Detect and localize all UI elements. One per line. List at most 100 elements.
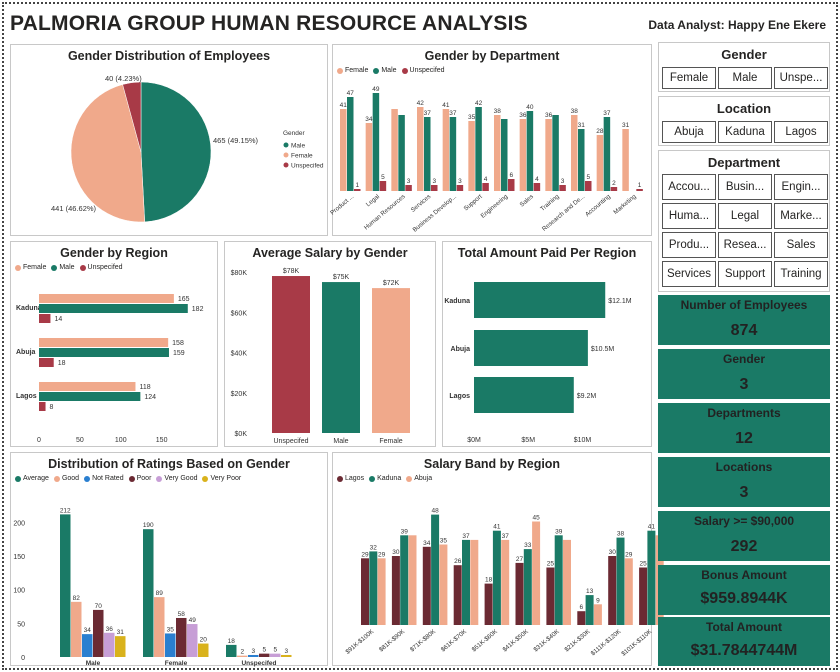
slicer-option-department[interactable]: Training xyxy=(774,261,828,287)
bar-data-label: $78K xyxy=(283,268,300,275)
slicer-option-department[interactable]: Services xyxy=(662,261,716,287)
bar xyxy=(379,181,387,191)
chart-legend: Female Male Unspecifed xyxy=(337,67,445,74)
bar xyxy=(475,107,482,191)
x-tick-label: 50 xyxy=(76,437,84,444)
total-paid-region-chart[interactable]: Total Amount Paid Per Region Kaduna $12.1… xyxy=(442,241,652,447)
slicer-option-abuja[interactable]: Abuja xyxy=(662,121,716,143)
slicer-option-department[interactable]: Marke... xyxy=(774,203,828,229)
legend-title: Gender xyxy=(283,130,306,137)
slicer-option-department[interactable]: Busin... xyxy=(718,174,772,200)
bar-data-label: 42 xyxy=(417,100,425,107)
slicer-option-department[interactable]: Accou... xyxy=(662,174,716,200)
x-tick-label: Male xyxy=(86,660,101,667)
pie-data-label: 40 (4.23%) xyxy=(105,74,142,83)
bar-data-label: 32 xyxy=(370,544,378,551)
bar xyxy=(422,546,431,625)
pie-data-label: 441 (46.62%) xyxy=(51,204,97,213)
y-tick-label: 0 xyxy=(21,655,25,662)
bar-data-label: 34 xyxy=(84,627,92,634)
bar-data-label: 39 xyxy=(401,528,409,535)
y-tick-label: $20K xyxy=(231,391,248,398)
salary-band-chart[interactable]: Salary Band by Region Lagos Kaduna Abuja… xyxy=(332,452,664,666)
bar xyxy=(431,185,438,191)
slicer-option-kaduna[interactable]: Kaduna xyxy=(718,121,772,143)
gender-distribution-chart[interactable]: Gender Distribution of Employees 465 (49… xyxy=(10,44,328,236)
bar-data-label: 35 xyxy=(468,114,476,121)
bar xyxy=(559,185,566,191)
bar-data-label: 47 xyxy=(347,90,355,97)
y-tick-label: 200 xyxy=(13,520,25,527)
bar xyxy=(442,109,450,191)
bar-data-label: 29 xyxy=(361,551,369,558)
ratings-distribution-chart[interactable]: Distribution of Ratings Based on Gender … xyxy=(10,452,328,667)
slicer-option-department[interactable]: Resea... xyxy=(718,232,772,258)
y-tick-label: Lagos xyxy=(449,393,470,400)
bar-data-label: 31 xyxy=(578,122,586,129)
bar-data-label: 35 xyxy=(440,538,448,545)
card-label: Departments xyxy=(707,406,781,420)
x-tick-label: Sales xyxy=(519,193,535,208)
bar xyxy=(647,530,656,625)
location-slicer: Location Abuja Kaduna Lagos xyxy=(658,96,830,146)
x-tick-label: Business Develop... xyxy=(412,193,459,234)
slicer-option-unspecified[interactable]: Unspe... xyxy=(774,67,828,89)
bar-data-label: 6 xyxy=(509,172,513,179)
bar xyxy=(377,558,386,625)
bar-data-label: $9.2M xyxy=(577,393,597,400)
legend-label: Not Rated xyxy=(92,475,124,482)
slicer-option-department[interactable]: Huma... xyxy=(662,203,716,229)
bar-data-label: 26 xyxy=(454,558,462,565)
bar-data-label: 190 xyxy=(143,522,154,529)
bar-data-label: 36 xyxy=(545,112,553,119)
legend-label: Very Poor xyxy=(210,475,242,482)
bar xyxy=(474,377,574,413)
bar-data-label: 40 xyxy=(526,104,534,111)
bar-data-label: 29 xyxy=(378,551,386,558)
legend-label: Poor xyxy=(136,475,152,482)
bar xyxy=(270,653,281,657)
bar xyxy=(405,185,412,191)
card-value: 874 xyxy=(730,322,758,339)
bar-data-label: 165 xyxy=(178,296,190,303)
bar xyxy=(39,392,141,401)
bar-data-label: 18 xyxy=(485,577,493,584)
y-tick-label: $40K xyxy=(231,351,248,358)
x-tick-label: Services xyxy=(410,193,433,214)
slicer-option-department[interactable]: Sales xyxy=(774,232,828,258)
bar xyxy=(39,294,174,303)
bar-data-label: 14 xyxy=(54,316,62,323)
slicer-option-department[interactable]: Engin... xyxy=(774,174,828,200)
bar xyxy=(474,282,606,318)
chart-title: Gender by Region xyxy=(60,246,168,260)
legend-label: Male xyxy=(59,264,75,271)
slicer-option-female[interactable]: Female xyxy=(662,67,716,89)
bar-data-label: 38 xyxy=(617,531,625,538)
gender-by-region-chart[interactable]: Gender by Region Female Male Unspecifed … xyxy=(10,241,218,447)
bar-data-label: 5 xyxy=(262,647,266,654)
legend-label: Average xyxy=(23,475,49,482)
x-tick-label: Unspecifed xyxy=(241,660,276,667)
slicer-option-department[interactable]: Produ... xyxy=(662,232,716,258)
bar xyxy=(39,348,169,357)
bar xyxy=(39,338,169,347)
slicer-option-lagos[interactable]: Lagos xyxy=(774,121,828,143)
bar-data-label: 2 xyxy=(612,180,616,187)
slicer-option-department[interactable]: Support xyxy=(718,261,772,287)
average-salary-chart[interactable]: Average Salary by Gender $0K $20K $40K $60K… xyxy=(224,241,436,447)
legend-marker xyxy=(283,142,289,148)
card-value: 3 xyxy=(739,376,749,393)
bar xyxy=(237,655,248,657)
y-tick-label: 100 xyxy=(13,588,25,595)
y-tick-label: Abuja xyxy=(451,346,471,353)
slicer-option-department[interactable]: Legal xyxy=(718,203,772,229)
bar-data-label: 37 xyxy=(449,110,457,117)
gender-by-department-chart[interactable]: Gender by Department Female Male Unspeci… xyxy=(329,44,652,236)
slicer-option-male[interactable]: Male xyxy=(718,67,772,89)
bar xyxy=(563,539,571,625)
bar-data-label: 33 xyxy=(524,542,532,549)
bar xyxy=(639,567,648,625)
bar xyxy=(494,115,501,191)
bar-data-label: 1 xyxy=(355,182,359,189)
bar-data-label: 8 xyxy=(50,404,54,411)
